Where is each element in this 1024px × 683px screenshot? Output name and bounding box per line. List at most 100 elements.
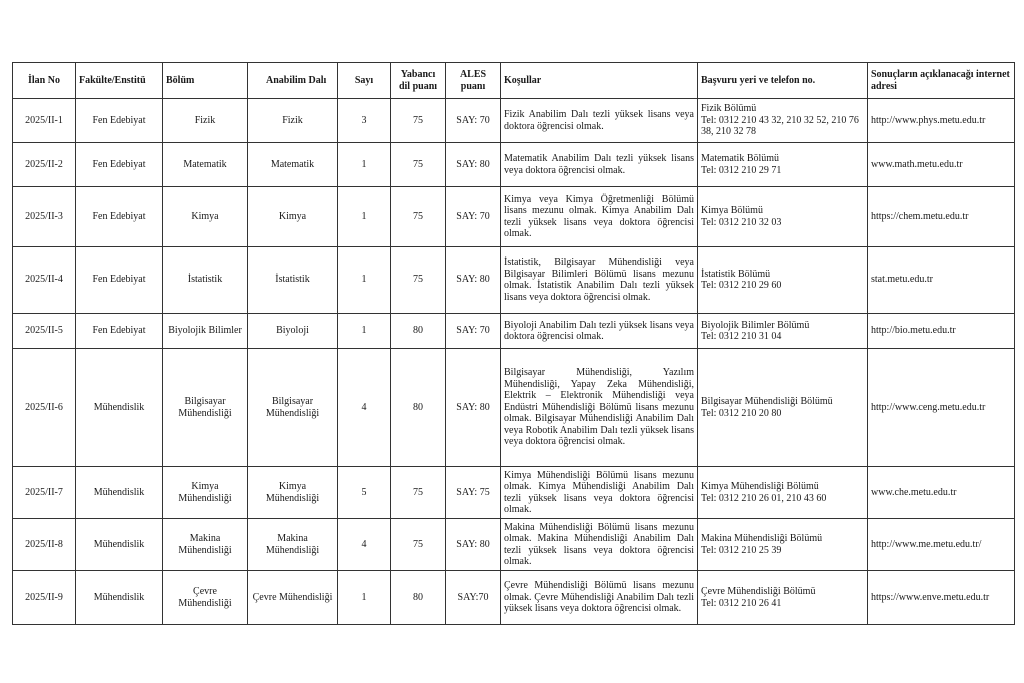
kosullar: İstatistik, Bilgisayar Mühendisliği veya… <box>500 246 698 314</box>
basvuru-birim: Bilgisayar Mühendisliği Bölümü <box>701 396 833 407</box>
table-row: 2025/II-6 Mühendislik Bilgisayar Mühendi… <box>12 348 1015 467</box>
basvuru-yeri: Çevre Mühendisliği Bölümü Tel: 0312 210 2… <box>697 570 868 625</box>
sonuc-web-adresi[interactable]: https://chem.metu.edu.tr <box>867 186 1015 247</box>
header-kosullar: Koşullar <box>500 62 698 99</box>
ilan-no: 2025/II-7 <box>12 466 76 519</box>
ilan-no: 2025/II-6 <box>12 348 76 467</box>
sonuc-web-adresi[interactable]: http://bio.metu.edu.tr <box>867 313 1015 349</box>
basvuru-telefon: Tel: 0312 210 29 71 <box>701 164 782 176</box>
anabilim-dali: Kimya <box>247 186 338 247</box>
ilan-no: 2025/II-1 <box>12 98 76 143</box>
header-row: İlan No Fakülte/Enstitü Bölüm Anabilim D… <box>12 62 1015 99</box>
anabilim-dali: Çevre Mühendisliği <box>247 570 338 625</box>
ilan-no: 2025/II-4 <box>12 246 76 314</box>
kosullar: Bilgisayar Mühendisliği, Yazılım Mühendi… <box>500 348 698 467</box>
yabanci-dil-puani: 75 <box>390 186 446 247</box>
anabilim-dali: Matematik <box>247 142 338 187</box>
header-fakulte: Fakülte/Enstitü <box>75 62 163 99</box>
basvuru-telefon: Tel: 0312 210 20 80 <box>701 407 782 419</box>
yabanci-dil-puani: 75 <box>390 466 446 519</box>
bolum: Çevre Mühendisliği <box>162 570 248 625</box>
header-sonuc-adresi: Sonuçların açıklanacağı internet adresi <box>867 62 1015 99</box>
kosullar: Kimya veya Kimya Öğretmenliği Bölümü lis… <box>500 186 698 247</box>
ilan-no: 2025/II-8 <box>12 518 76 571</box>
fakulte: Fen Edebiyat <box>75 313 163 349</box>
ales-puani: SAY: 70 <box>445 313 501 349</box>
table-row: 2025/II-7 Mühendislik Kimya Mühendisliği… <box>12 466 1015 519</box>
kosullar: Çevre Mühendisliği Bölümü lisans mezunu … <box>500 570 698 625</box>
yabanci-dil-puani: 80 <box>390 348 446 467</box>
bolum: İstatistik <box>162 246 248 314</box>
basvuru-birim: Çevre Mühendisliği Bölümü <box>701 586 816 597</box>
yabanci-dil-puani: 80 <box>390 313 446 349</box>
ales-puani: SAY: 70 <box>445 98 501 143</box>
basvuru-yeri: Bilgisayar Mühendisliği Bölümü Tel: 0312 … <box>697 348 868 467</box>
basvuru-birim: Matematik Bölümü <box>701 153 780 164</box>
anabilim-dali: İstatistik <box>247 246 338 314</box>
ilan-no: 2025/II-3 <box>12 186 76 247</box>
anabilim-dali: Biyoloji <box>247 313 338 349</box>
basvuru-birim: Makina Mühendisliği Bölümü <box>701 533 823 544</box>
basvuru-yeri: İstatistik Bölümü Tel: 0312 210 29 60 <box>697 246 868 314</box>
basvuru-telefon: Tel: 0312 210 26 41 <box>701 597 782 609</box>
yabanci-dil-puani: 75 <box>390 246 446 314</box>
anabilim-dali: Bilgisayar Mühendisliği <box>247 348 338 467</box>
ilan-no: 2025/II-2 <box>12 142 76 187</box>
kosullar: Matematik Anabilim Dalı tezli yüksek lis… <box>500 142 698 187</box>
basvuru-telefon: Tel: 0312 210 32 03 <box>701 216 782 228</box>
sonuc-web-adresi[interactable]: https://www.enve.metu.edu.tr <box>867 570 1015 625</box>
basvuru-telefon: Tel: 0312 210 43 32, 210 32 52, 210 76 3… <box>701 114 859 138</box>
basvuru-telefon: Tel: 0312 210 25 39 <box>701 544 782 556</box>
sayi: 3 <box>337 98 391 143</box>
basvuru-birim: Kimya Bölümü <box>701 205 763 216</box>
basvuru-birim: Fizik Bölümü <box>701 103 757 115</box>
bolum: Fizik <box>162 98 248 143</box>
announcement-table: İlan No Fakülte/Enstitü Bölüm Anabilim D… <box>12 62 1015 625</box>
kosullar: Kimya Mühendisliği Bölümü lisans mezunu … <box>500 466 698 519</box>
bolum: Bilgisayar Mühendisliği <box>162 348 248 467</box>
basvuru-telefon: Tel: 0312 210 29 60 <box>701 280 782 291</box>
table-row: 2025/II-5 Fen Edebiyat Biyolojik Bilimle… <box>12 313 1015 349</box>
header-anabilim: Anabilim Dalı <box>247 62 338 99</box>
basvuru-birim: Kimya Mühendisliği Bölümü <box>701 481 819 492</box>
anabilim-dali: Makina Mühendisliği <box>247 518 338 571</box>
ales-puani: SAY: 80 <box>445 246 501 314</box>
sonuc-web-adresi[interactable]: www.math.metu.edu.tr <box>867 142 1015 187</box>
fakulte: Mühendislik <box>75 518 163 571</box>
header-bolum: Bölüm <box>162 62 248 99</box>
basvuru-birim: İstatistik Bölümü <box>701 268 771 280</box>
ales-puani: SAY: 80 <box>445 518 501 571</box>
ales-puani: SAY:70 <box>445 570 501 625</box>
basvuru-yeri: Biyolojik Bilimler Bölümü Tel: 0312 210 3… <box>697 313 868 349</box>
fakulte: Fen Edebiyat <box>75 186 163 247</box>
fakulte: Mühendislik <box>75 466 163 519</box>
sonuc-web-adresi[interactable]: http://www.ceng.metu.edu.tr <box>867 348 1015 467</box>
sonuc-web-adresi[interactable]: http://www.me.metu.edu.tr/ <box>867 518 1015 571</box>
sonuc-web-adresi[interactable]: stat.metu.edu.tr <box>867 246 1015 314</box>
kosullar: Makina Mühendisliği Bölümü lisans mezunu… <box>500 518 698 571</box>
basvuru-birim: Biyolojik Bilimler Bölümü <box>701 319 810 331</box>
sayi: 1 <box>337 246 391 314</box>
sayi: 4 <box>337 348 391 467</box>
fakulte: Mühendislik <box>75 570 163 625</box>
basvuru-yeri: Fizik Bölümü Tel: 0312 210 43 32, 210 32 … <box>697 98 868 143</box>
header-basvuru: Başvuru yeri ve telefon no. <box>697 62 868 99</box>
basvuru-yeri: Makina Mühendisliği Bölümü Tel: 0312 210 … <box>697 518 868 571</box>
basvuru-telefon: Tel: 0312 210 26 01, 210 43 60 <box>701 492 827 504</box>
ilan-no: 2025/II-9 <box>12 570 76 625</box>
yabanci-dil-puani: 75 <box>390 518 446 571</box>
header-ilan-no: İlan No <box>12 62 76 99</box>
ales-puani: SAY: 80 <box>445 348 501 467</box>
table-row: 2025/II-3 Fen Edebiyat Kimya Kimya 1 75 … <box>12 186 1015 247</box>
sonuc-web-adresi[interactable]: http://www.phys.metu.edu.tr <box>867 98 1015 143</box>
sonuc-web-adresi[interactable]: www.che.metu.edu.tr <box>867 466 1015 519</box>
basvuru-yeri: Matematik Bölümü Tel: 0312 210 29 71 <box>697 142 868 187</box>
header-yabanci-dil: Yabancı dil puanı <box>390 62 446 99</box>
sayi: 5 <box>337 466 391 519</box>
basvuru-yeri: Kimya Mühendisliği Bölümü Tel: 0312 210 2… <box>697 466 868 519</box>
bolum: Kimya <box>162 186 248 247</box>
yabanci-dil-puani: 80 <box>390 570 446 625</box>
fakulte: Fen Edebiyat <box>75 142 163 187</box>
sayi: 1 <box>337 313 391 349</box>
bolum: Biyolojik Bilimler <box>162 313 248 349</box>
